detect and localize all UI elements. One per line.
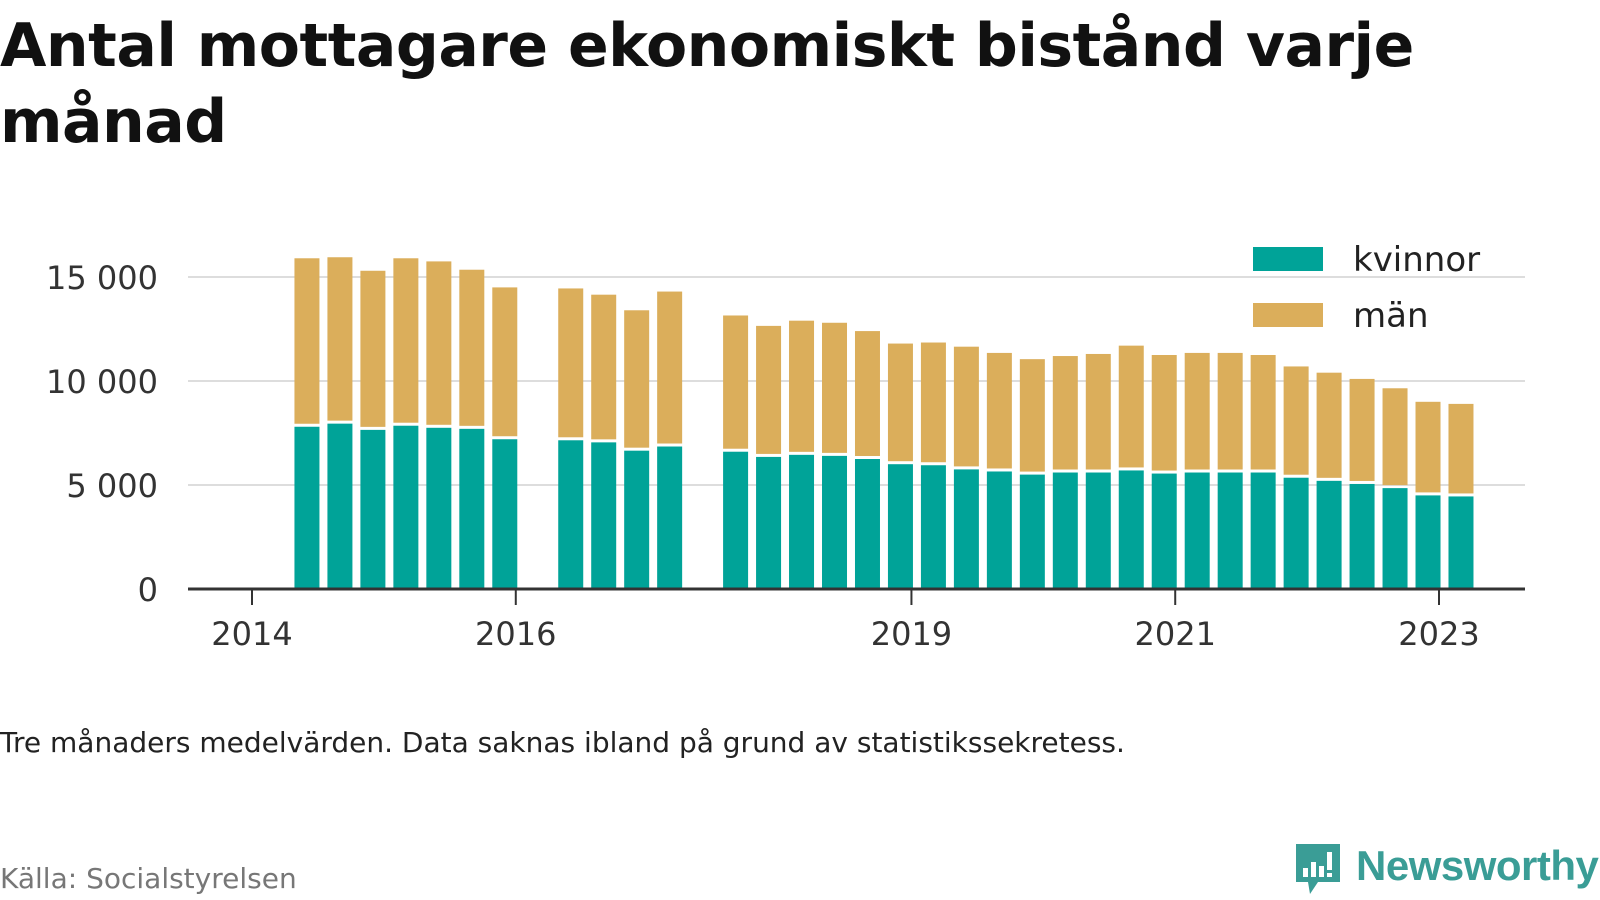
legend-label: kvinnor	[1353, 240, 1480, 280]
bar-man	[1382, 388, 1408, 486]
bar-kvinnor	[426, 427, 452, 589]
bar-kvinnor	[558, 440, 584, 589]
bar-kvinnor	[1019, 474, 1045, 589]
x-tick-label: 2014	[211, 615, 292, 653]
chart-title: Antal mottagare ekonomiskt bistånd varje…	[0, 11, 1414, 157]
bar-man	[1415, 401, 1441, 493]
y-tick-label: 5 000	[66, 467, 158, 505]
bar-kvinnor	[1382, 488, 1408, 589]
bar-kvinnor	[920, 465, 946, 589]
bar-kvinnor	[624, 450, 650, 589]
y-axis: 0 5 000 10 000 15 000	[46, 259, 158, 609]
bar-kvinnor	[789, 454, 815, 589]
bar-man	[1151, 355, 1177, 471]
bar-man	[294, 258, 320, 424]
bar-kvinnor	[327, 423, 353, 589]
bar-man	[822, 322, 848, 453]
bar-man	[624, 310, 650, 448]
bar-kvinnor	[1250, 472, 1276, 589]
bar-man	[591, 294, 617, 440]
bar-kvinnor	[1085, 472, 1111, 589]
legend-swatch	[1253, 303, 1323, 327]
bar-kvinnor	[360, 429, 386, 589]
bar-kvinnor	[822, 455, 848, 589]
bar-kvinnor	[1349, 483, 1375, 589]
legend-swatch	[1253, 247, 1323, 271]
bar-man	[756, 325, 782, 454]
bar-man	[1052, 356, 1078, 470]
bar-man	[360, 270, 386, 427]
bar-man	[492, 287, 518, 437]
bar-man	[426, 261, 452, 425]
bar-kvinnor	[1151, 473, 1177, 589]
bar-man	[723, 315, 749, 449]
bar-man	[558, 288, 584, 438]
y-tick-label: 0	[138, 571, 158, 609]
bar-kvinnor	[1052, 472, 1078, 589]
bar-kvinnor	[1184, 472, 1210, 589]
bar-kvinnor	[459, 428, 485, 589]
legend: kvinnor män	[1253, 240, 1480, 336]
bar-kvinnor	[1283, 477, 1309, 589]
bar-man	[920, 342, 946, 463]
bar-kvinnor	[723, 451, 749, 589]
bar-kvinnor	[1118, 470, 1144, 589]
bar-man	[459, 269, 485, 426]
bar-kvinnor	[1217, 472, 1243, 589]
bar-man	[327, 257, 353, 421]
bar-kvinnor	[1316, 480, 1342, 589]
bar-kvinnor	[887, 464, 913, 589]
bar-kvinnor	[854, 459, 880, 589]
bar-kvinnor	[393, 425, 419, 589]
bar-man	[1349, 378, 1375, 481]
bar-man	[1184, 352, 1210, 470]
newsworthy-logo-text: Newsworthy	[1356, 842, 1599, 889]
bar-man	[1250, 355, 1276, 470]
bar-kvinnor	[294, 426, 320, 589]
bar-man	[393, 258, 419, 423]
y-tick-label: 15 000	[46, 259, 158, 297]
newsworthy-logo-icon	[1296, 844, 1340, 894]
chart-note: Tre månaders medelvärden. Data saknas ib…	[0, 726, 1125, 759]
bar-kvinnor	[986, 471, 1012, 589]
bar-man	[1283, 366, 1309, 475]
bar-man	[887, 343, 913, 462]
bar-man	[657, 291, 683, 444]
bar-man	[1316, 372, 1342, 478]
bars	[294, 257, 1474, 589]
legend-label: män	[1353, 296, 1429, 336]
bar-kvinnor	[756, 456, 782, 589]
bar-man	[1019, 359, 1045, 472]
bar-man	[1448, 403, 1474, 494]
x-tick-label: 2021	[1135, 615, 1216, 653]
bar-kvinnor	[591, 442, 617, 589]
bar-kvinnor	[657, 446, 683, 589]
x-tick-label: 2019	[871, 615, 952, 653]
bar-kvinnor	[492, 439, 518, 589]
bar-kvinnor	[1415, 495, 1441, 589]
bar-kvinnor	[1448, 496, 1474, 589]
bar-man	[1118, 345, 1144, 468]
x-tick-label: 2023	[1398, 615, 1479, 653]
bar-man	[986, 352, 1012, 469]
bar-kvinnor	[953, 469, 979, 589]
newsworthy-logo[interactable]: Newsworthy	[1294, 842, 1600, 900]
bar-man	[854, 331, 880, 456]
bar-man	[1085, 353, 1111, 470]
bar-man	[1217, 352, 1243, 470]
x-tick-label: 2016	[475, 615, 556, 653]
bar-man	[789, 320, 815, 452]
x-axis: 2014 2016 2019 2021 2023	[188, 587, 1525, 653]
bar-man	[953, 346, 979, 467]
y-tick-label: 10 000	[46, 363, 158, 401]
source-text: Källa: Socialstyrelsen	[0, 862, 297, 895]
